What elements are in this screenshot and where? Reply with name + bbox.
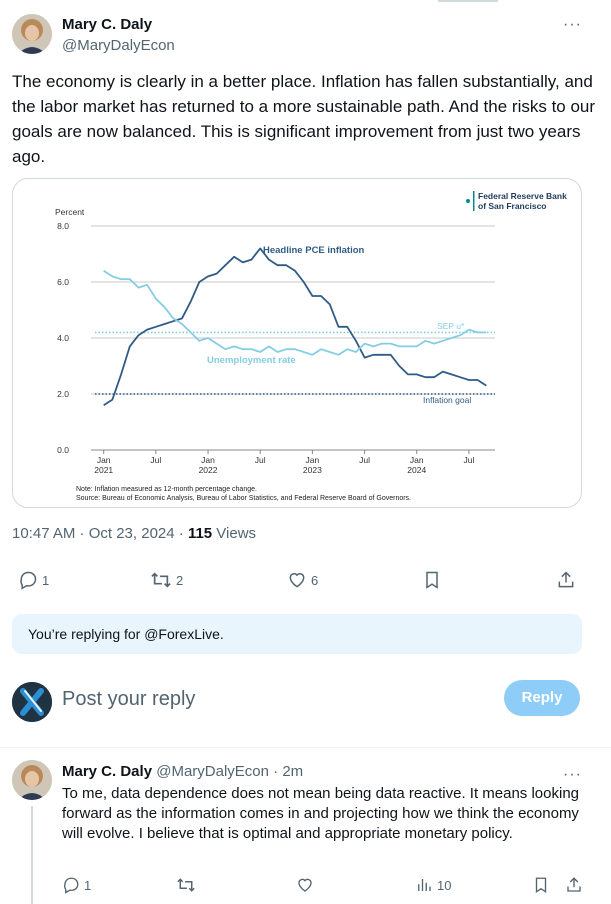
- reply-views-count: 10: [437, 877, 452, 893]
- y-tick-label: 2.0: [57, 389, 69, 399]
- share-button[interactable]: [556, 570, 576, 590]
- x-tick-label: Jul: [150, 455, 161, 465]
- tweet-meta: 10:47 AM · Oct 23, 2024 · 115 Views: [12, 525, 256, 542]
- reply-share-button[interactable]: [565, 876, 583, 894]
- chart-svg: Federal Reserve Bank of San Francisco Pe…: [55, 191, 567, 502]
- top-edge: [0, 0, 611, 2]
- reply-actions: 1 10: [0, 876, 611, 900]
- chart-image[interactable]: Federal Reserve Bank of San Francisco Pe…: [12, 178, 582, 508]
- repost-button[interactable]: 2: [150, 570, 183, 590]
- brand-line2: of San Francisco: [478, 201, 547, 211]
- author-avatar[interactable]: [12, 14, 52, 54]
- reply-count: 1: [42, 572, 50, 588]
- x-tick-label: Jan: [410, 455, 424, 465]
- reply-author-handle[interactable]: @MaryDalyEcon: [156, 763, 269, 780]
- x-tick-label: Jul: [359, 455, 370, 465]
- x-tick-year-label: 2021: [94, 465, 113, 475]
- tweet-time[interactable]: 10:47 AM · Oct 23, 2024 ·: [12, 525, 188, 542]
- x-tick-year-label: 2023: [303, 465, 322, 475]
- scroll-nub: [438, 0, 498, 2]
- chart-source: Source: Bureau of Economic Analysis, Bur…: [76, 495, 411, 502]
- share-icon: [558, 571, 574, 588]
- repost-icon: [151, 572, 171, 588]
- y-unit-label: Percent: [55, 207, 85, 217]
- author-handle[interactable]: @MaryDalyEcon: [62, 37, 175, 54]
- reply-author[interactable]: Mary C. Daly @MaryDalyEcon · 2m: [62, 763, 303, 780]
- x-tick-year-label: 2022: [199, 465, 218, 475]
- ref-label-sep: SEP u*: [437, 321, 465, 331]
- x-tick-label: Jan: [201, 455, 215, 465]
- reply-more-options-icon[interactable]: ···: [563, 766, 582, 783]
- reply-author-name[interactable]: Mary C. Daly: [62, 763, 153, 780]
- reply-submit-button[interactable]: Reply: [504, 680, 580, 716]
- divider: [0, 747, 611, 748]
- heart-icon: [289, 573, 305, 588]
- author-name[interactable]: Mary C. Daly: [62, 16, 153, 33]
- x-tick-year-label: 2024: [407, 465, 426, 475]
- replying-handle[interactable]: @ForexLive.: [144, 626, 224, 642]
- reply-button[interactable]: 1: [18, 570, 49, 590]
- x-tick-label: Jul: [255, 455, 266, 465]
- share-icon: [567, 877, 581, 892]
- repost-count: 2: [176, 572, 184, 588]
- series-line: [103, 270, 487, 356]
- x-tick-label: Jan: [306, 455, 320, 465]
- chart-note: Note: Inflation measured as 12-month per…: [76, 486, 257, 493]
- views-count: 115: [187, 525, 213, 542]
- views-label: Views: [212, 525, 257, 542]
- reply-reply-count: 1: [84, 877, 92, 893]
- bookmark-icon: [535, 877, 547, 894]
- reply-icon: [64, 877, 79, 894]
- reply-like-button[interactable]: [296, 876, 314, 894]
- reply-author-avatar[interactable]: [12, 760, 52, 800]
- more-options-icon[interactable]: ···: [563, 16, 582, 33]
- like-count: 6: [311, 572, 319, 588]
- analytics-icon: [418, 879, 431, 891]
- bookmark-icon: [426, 571, 438, 589]
- ref-label-inflation-goal: Inflation goal: [423, 395, 471, 405]
- series-label-unemployment: Unemployment rate: [207, 355, 296, 366]
- series-label-pce: Headline PCE inflation: [263, 245, 365, 256]
- y-tick-label: 4.0: [57, 333, 69, 343]
- brand-bar-icon: [473, 191, 475, 211]
- x-tick-label: Jan: [97, 455, 111, 465]
- brand-line1: Federal Reserve Bank: [478, 191, 567, 201]
- y-tick-label: 8.0: [57, 221, 69, 231]
- repost-icon: [177, 878, 195, 892]
- y-tick-label: 6.0: [57, 277, 69, 287]
- tweet-text: The economy is clearly in a better place…: [12, 72, 596, 166]
- like-button[interactable]: 6: [287, 570, 318, 590]
- bookmark-button[interactable]: [422, 570, 442, 590]
- reply-bookmark-button[interactable]: [532, 876, 550, 894]
- y-tick-label: 0.0: [57, 445, 69, 455]
- my-avatar[interactable]: [12, 682, 52, 722]
- reply-input[interactable]: Post your reply: [62, 688, 196, 710]
- heart-icon: [298, 878, 312, 892]
- reply-text: To me, data dependence does not mean bei…: [62, 785, 580, 842]
- reply-reply-button[interactable]: 1: [62, 876, 91, 894]
- reply-compose: Post your reply Reply: [0, 672, 611, 732]
- brand-dot-icon: [466, 199, 470, 203]
- reply-repost-button[interactable]: [176, 876, 196, 894]
- replying-prefix: You’re replying for: [28, 626, 145, 642]
- reply-icon: [20, 571, 37, 590]
- thread-line: [31, 806, 33, 904]
- reply-time[interactable]: · 2m: [268, 763, 304, 780]
- reply-views-button[interactable]: 10: [415, 876, 451, 894]
- reply-tweet[interactable]: Mary C. Daly @MaryDalyEcon · 2m ··· To m…: [0, 748, 611, 904]
- series-line: [103, 247, 487, 406]
- x-tick-label: Jul: [463, 455, 474, 465]
- tweet-actions: 1 2 6: [0, 570, 611, 600]
- replying-banner: You’re replying for @ForexLive.: [12, 614, 582, 654]
